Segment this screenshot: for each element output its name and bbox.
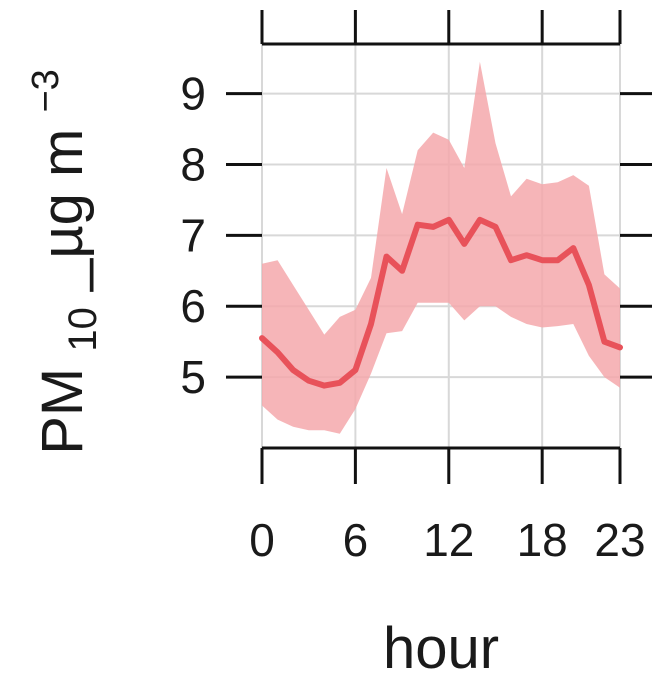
x-tick-label: 12 — [423, 514, 474, 566]
x-axis-title: hour — [383, 616, 499, 680]
y-axis-title-base: PM — [30, 368, 95, 455]
x-tick-label: 0 — [249, 514, 275, 566]
y-axis-title: PM 10 _µg m −3 — [25, 69, 109, 455]
y-tick-label: 8 — [180, 138, 206, 190]
y-tick-label: 5 — [180, 351, 206, 403]
y-tick-label: 6 — [180, 280, 206, 332]
y-axis-title-subscript: 10 — [61, 307, 105, 352]
x-tick-label: 18 — [517, 514, 568, 566]
y-axis-title-superscript: −3 — [25, 69, 67, 112]
y-tick-label: 7 — [180, 209, 206, 261]
x-tick-label: 23 — [594, 514, 645, 566]
y-axis-title-main: _µg m — [30, 129, 95, 292]
x-tick-label: 6 — [343, 514, 369, 566]
y-tick-label: 9 — [180, 68, 206, 120]
